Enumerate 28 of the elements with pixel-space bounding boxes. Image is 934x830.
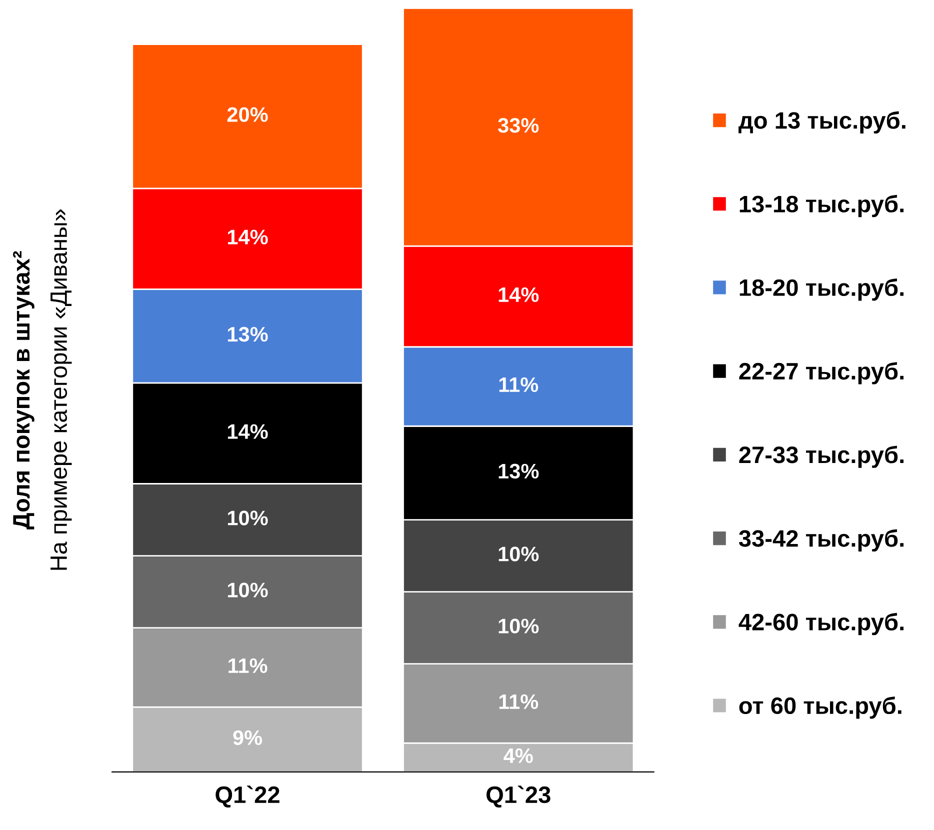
y-axis-title: Доля покупок в штуках² bbox=[13, 251, 34, 530]
legend-label: до 13 тыс.руб. bbox=[738, 111, 906, 134]
legend-label: 42-60 тыс.руб. bbox=[738, 612, 904, 636]
data-label: 11% bbox=[228, 658, 268, 673]
data-label: 13% bbox=[228, 326, 268, 342]
data-label: 10% bbox=[228, 510, 268, 526]
x-tick-label: Q1`23 bbox=[486, 786, 550, 808]
data-label: 11% bbox=[499, 377, 538, 392]
legend-label: 13-18 тыс.руб. bbox=[740, 194, 904, 218]
data-label: 10% bbox=[498, 618, 539, 634]
legend-label: 27-33 тыс.руб. bbox=[739, 446, 904, 468]
data-label: 10% bbox=[228, 582, 268, 598]
legend-label: 18-20 тыс.руб. bbox=[740, 278, 904, 301]
data-label: 14% bbox=[228, 230, 268, 244]
legend-label: 22-27 тыс.руб. bbox=[739, 362, 904, 384]
legend-label: от 60 тыс.руб. bbox=[739, 696, 902, 719]
data-label: 20% bbox=[227, 107, 268, 122]
data-label: 9% bbox=[233, 730, 262, 746]
data-label: 14% bbox=[498, 287, 539, 302]
data-label: 13% bbox=[498, 464, 539, 479]
x-tick-label: Q1`22 bbox=[216, 786, 280, 808]
data-label: 4% bbox=[504, 748, 533, 764]
data-label: 14% bbox=[228, 424, 268, 439]
data-label: 11% bbox=[499, 694, 538, 710]
data-label: 33% bbox=[498, 118, 539, 133]
data-label: 10% bbox=[498, 546, 539, 562]
text: На примере категории «Диваны» bbox=[50, 209, 72, 570]
legend-label: 33-42 тыс.руб. bbox=[738, 529, 904, 552]
